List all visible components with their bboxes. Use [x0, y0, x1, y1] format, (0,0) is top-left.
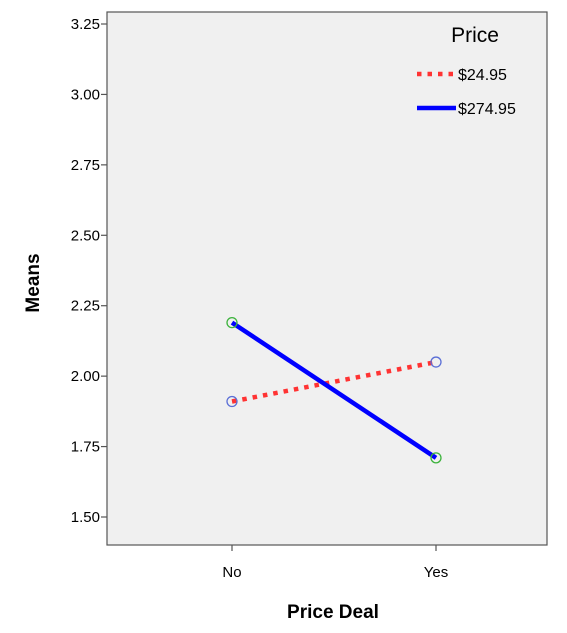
y-tick-label: 3.00: [71, 86, 100, 103]
data-point: [430, 452, 442, 464]
x-tick-label: No: [222, 564, 241, 581]
legend: Price $24.95 $274.95: [417, 24, 516, 118]
y-tick-label: 1.75: [71, 439, 100, 456]
x-axis: No Yes: [222, 545, 448, 581]
series-line: [230, 320, 438, 460]
y-tick-label: 2.00: [71, 368, 100, 385]
marker-layer: [226, 316, 442, 464]
y-tick-label: 1.50: [71, 509, 100, 526]
y-axis: 1.50 1.75 2.00 2.25 2.50 2.75 3.00 3.25: [71, 16, 107, 526]
legend-label: $274.95: [458, 101, 516, 118]
data-point: [226, 395, 238, 408]
legend-label: $24.95: [458, 67, 507, 84]
y-tick-label: 2.50: [71, 227, 100, 244]
data-point: [226, 316, 238, 329]
series-layer: [230, 320, 438, 460]
y-tick-label: 3.25: [71, 16, 100, 33]
legend-title: Price: [451, 24, 499, 47]
series-line: [231, 359, 437, 404]
y-tick-label: 2.75: [71, 157, 100, 174]
data-point: [430, 356, 442, 368]
x-axis-title: Price Deal: [287, 602, 379, 623]
y-tick-label: 2.25: [71, 298, 100, 315]
y-axis-title: Means: [23, 253, 44, 312]
plot-area: [106, 11, 548, 546]
x-tick-label: Yes: [424, 564, 448, 581]
